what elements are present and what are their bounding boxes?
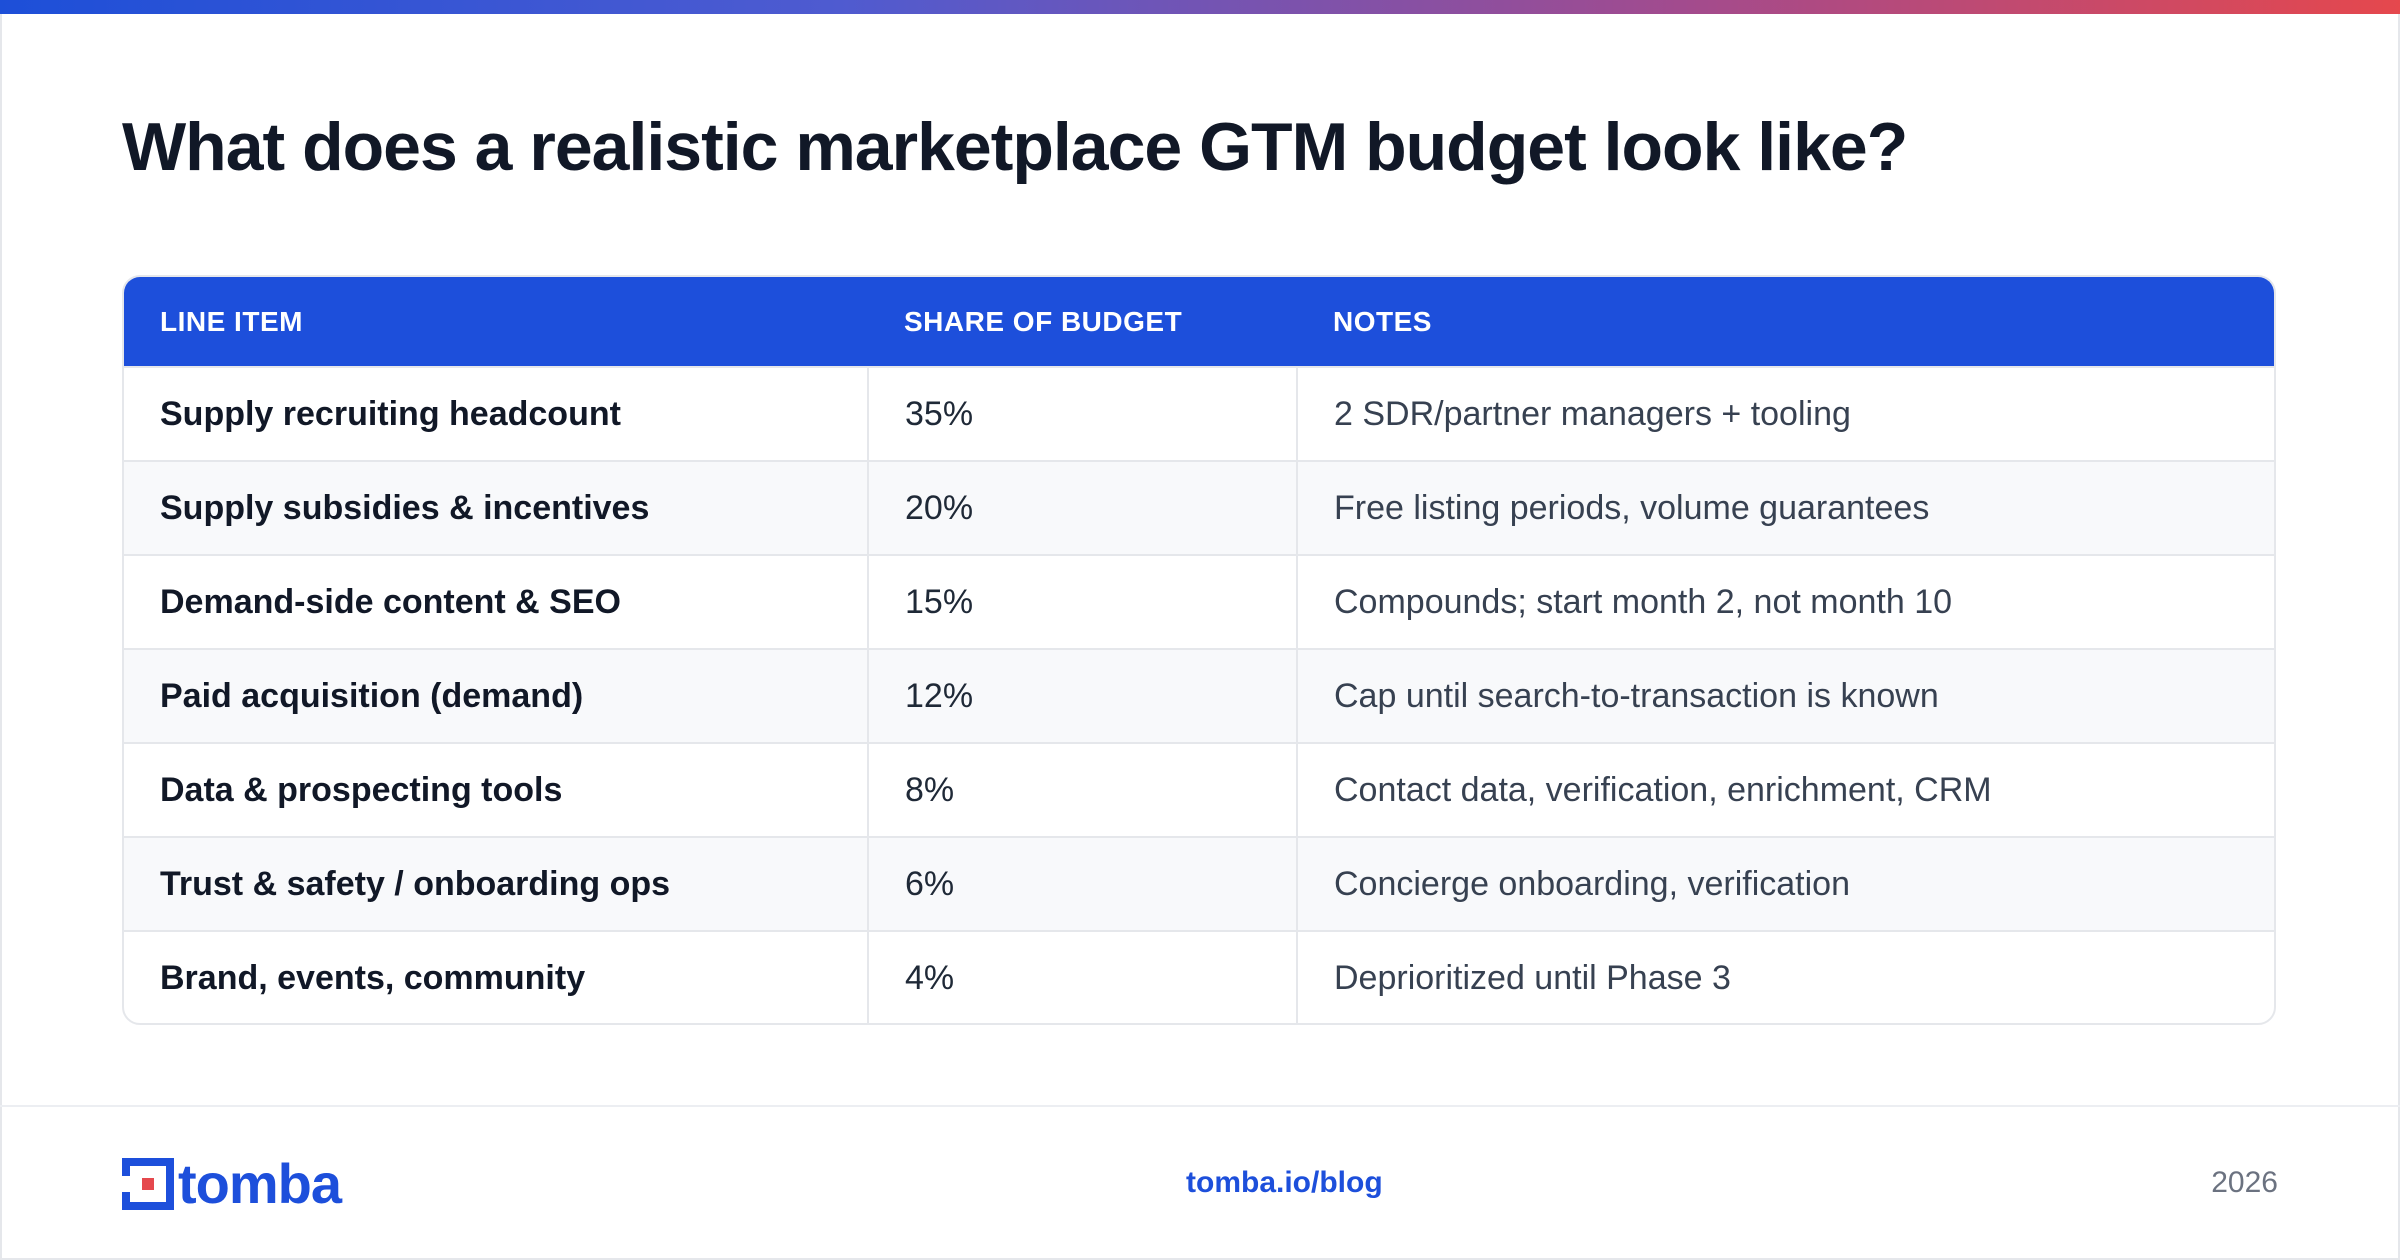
line-item-cell: Data & prospecting tools <box>124 742 868 837</box>
share-cell: 35% <box>867 366 1297 461</box>
share-cell: 6% <box>867 836 1297 931</box>
notes-cell: Compounds; start month 2, not month 10 <box>1296 554 2274 649</box>
notes-cell: Free listing periods, volume guarantees <box>1296 460 2274 555</box>
table-row: Demand-side content & SEO 15% Compounds;… <box>124 554 2274 649</box>
tomba-logo[interactable]: tomba <box>122 1152 342 1215</box>
top-gradient-bar <box>0 0 2400 14</box>
share-cell: 15% <box>867 554 1297 649</box>
notes-cell: Deprioritized until Phase 3 <box>1296 930 2274 1023</box>
blog-link[interactable]: tomba.io/blog <box>1186 1166 1383 1199</box>
line-item-cell: Paid acquisition (demand) <box>124 648 868 743</box>
table-row: Brand, events, community 4% Deprioritize… <box>124 930 2274 1023</box>
column-header-share: SHARE OF BUDGET <box>904 305 1183 337</box>
line-item-cell: Trust & safety / onboarding ops <box>124 836 868 931</box>
line-item-cell: Supply subsidies & incentives <box>124 460 868 555</box>
footer-divider <box>0 1105 2400 1107</box>
table-header-row: LINE ITEM SHARE OF BUDGET NOTES <box>124 277 2274 367</box>
notes-cell: Concierge onboarding, verification <box>1296 836 2274 931</box>
column-header-notes: NOTES <box>1333 305 1432 337</box>
share-cell: 8% <box>867 742 1297 837</box>
logo-wordmark: tomba <box>178 1152 342 1215</box>
table-row: Supply subsidies & incentives 20% Free l… <box>124 460 2274 555</box>
tomba-logo-icon <box>122 1158 174 1210</box>
table-row: Trust & safety / onboarding ops 6% Conci… <box>124 836 2274 931</box>
share-cell: 4% <box>867 930 1297 1023</box>
line-item-cell: Brand, events, community <box>124 930 868 1023</box>
table-row: Paid acquisition (demand) 12% Cap until … <box>124 648 2274 743</box>
table-row: Supply recruiting headcount 35% 2 SDR/pa… <box>124 366 2274 461</box>
notes-cell: Cap until search-to-transaction is known <box>1296 648 2274 743</box>
notes-cell: Contact data, verification, enrichment, … <box>1296 742 2274 837</box>
table-row: Data & prospecting tools 8% Contact data… <box>124 742 2274 837</box>
share-cell: 20% <box>867 460 1297 555</box>
share-cell: 12% <box>867 648 1297 743</box>
budget-table: LINE ITEM SHARE OF BUDGET NOTES Supply r… <box>122 275 2276 1025</box>
column-header-line-item: LINE ITEM <box>160 305 303 337</box>
notes-cell: 2 SDR/partner managers + tooling <box>1296 366 2274 461</box>
footer-year: 2026 <box>2211 1166 2278 1199</box>
line-item-cell: Supply recruiting headcount <box>124 366 868 461</box>
line-item-cell: Demand-side content & SEO <box>124 554 868 649</box>
page-title: What does a realistic marketplace GTM bu… <box>122 109 1908 185</box>
